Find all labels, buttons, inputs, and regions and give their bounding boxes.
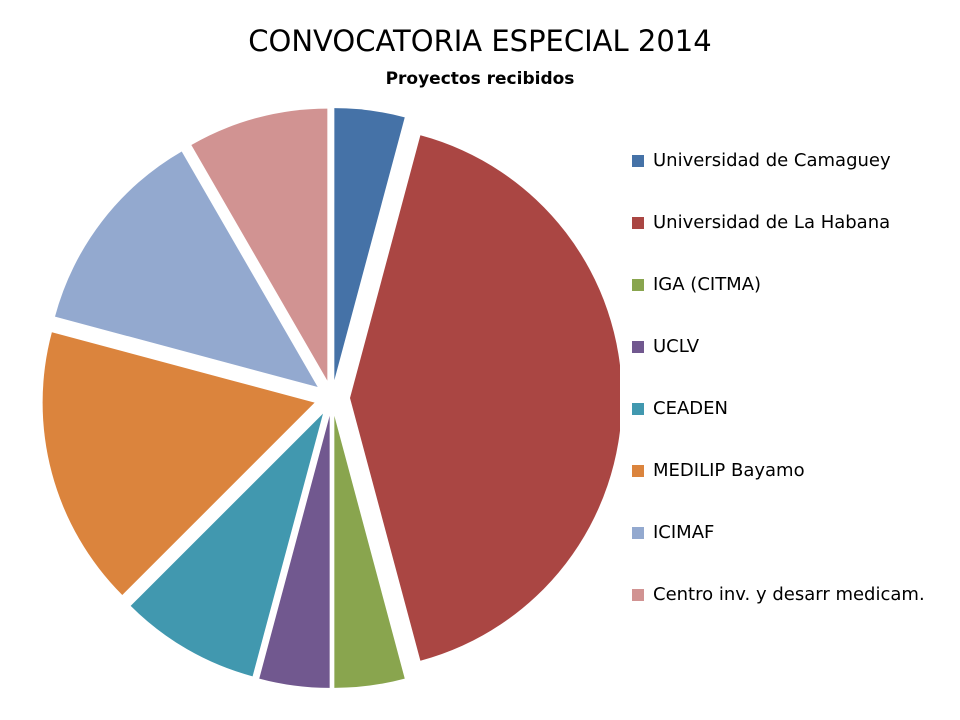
- legend-label: MEDILIP Bayamo: [653, 460, 805, 481]
- legend-swatch: [632, 403, 644, 415]
- legend-swatch: [632, 589, 644, 601]
- legend-swatch: [632, 465, 644, 477]
- chart-subtitle: Proyectos recibidos: [385, 69, 575, 89]
- legend-label: CEADEN: [653, 398, 728, 419]
- chart-title: CONVOCATORIA ESPECIAL 2014: [248, 24, 712, 58]
- legend-swatch: [632, 527, 644, 539]
- legend-label: Universidad de Camaguey: [653, 150, 891, 171]
- legend-swatch: [632, 155, 644, 167]
- pie-slice-6: [42, 332, 315, 595]
- pie-slice-5: [130, 413, 323, 677]
- legend-label: IGA (CITMA): [653, 274, 762, 295]
- legend-label: UCLV: [653, 336, 700, 357]
- legend-label: ICIMAF: [653, 522, 715, 543]
- pie-chart: [42, 108, 620, 688]
- legend-swatch: [632, 217, 644, 229]
- pie-slice-4: [259, 415, 330, 688]
- pie-slice-3: [334, 415, 405, 688]
- legend-swatch: [632, 279, 644, 291]
- legend-label: Centro inv. y desarr medicam.: [653, 584, 925, 605]
- legend-label: Universidad de La Habana: [653, 212, 891, 233]
- legend-swatch: [632, 341, 644, 353]
- pie-slice-7: [54, 151, 318, 388]
- pie-slice-2: [350, 135, 620, 661]
- pie-slice-8: [191, 108, 328, 381]
- pie-slice-1: [334, 108, 405, 381]
